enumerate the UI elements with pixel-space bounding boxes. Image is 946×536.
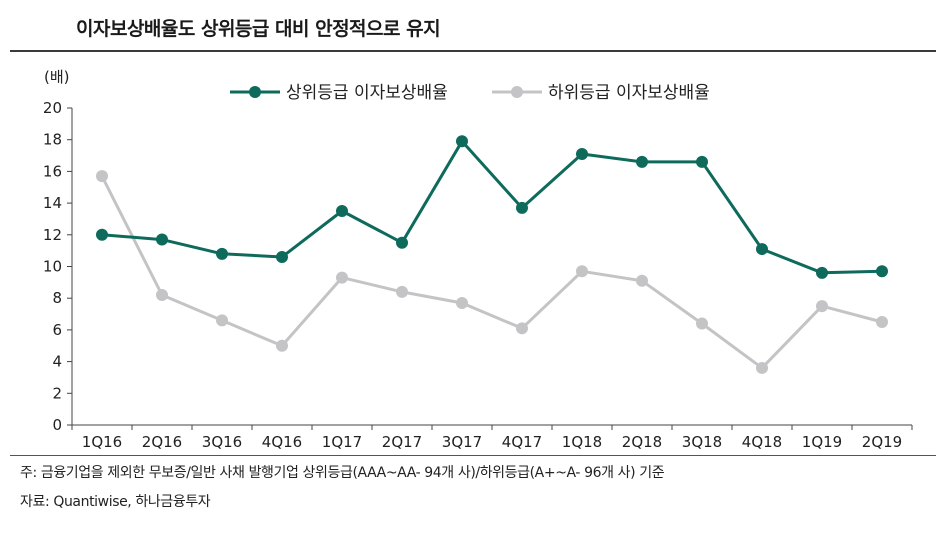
footer-divider (10, 455, 936, 456)
legend-marker (511, 86, 523, 98)
chart-legend: 상위등급 이자보상배율 하위등급 이자보상배율 (230, 83, 710, 103)
data-point (756, 243, 768, 256)
x-tick-label: 2Q17 (382, 433, 422, 451)
x-tick-label: 2Q19 (862, 433, 902, 451)
y-tick-label: 8 (52, 289, 62, 307)
line-chart: 0 2 4 6 8 10 12 14 16 18 20 1Q16 2Q16 3Q16 4Q16 1Q17 2Q1… (43, 68, 913, 451)
x-tick-label: 4Q17 (502, 433, 542, 451)
x-tick-label: 1Q16 (82, 433, 122, 451)
data-point (336, 271, 348, 284)
data-point (756, 361, 768, 374)
x-tick-label: 3Q18 (682, 433, 722, 451)
title-divider (10, 50, 936, 52)
data-point (456, 296, 468, 309)
chart-tick-labels: 0 2 4 6 8 10 12 14 16 18 20 1Q16 2Q16 3Q16 4Q16 1Q17 2Q1… (43, 99, 902, 451)
x-tick-label: 4Q16 (262, 433, 302, 451)
series-line (101, 139, 883, 275)
data-point (516, 201, 528, 214)
x-tick-label: 1Q18 (562, 433, 602, 451)
chart-source: 자료: Quantiwise, 하나금융투자 (20, 494, 211, 510)
data-point (876, 315, 888, 328)
x-tick-label: 1Q17 (322, 433, 362, 451)
chart-axes (67, 107, 913, 430)
legend-label: 하위등급 이자보상배율 (548, 83, 710, 103)
legend-marker (249, 86, 261, 98)
data-point (216, 247, 228, 260)
data-point (516, 322, 528, 335)
data-point (876, 265, 888, 278)
data-point (636, 155, 648, 168)
x-tick-label: 3Q16 (202, 433, 242, 451)
data-point (276, 250, 288, 263)
data-point (336, 205, 348, 218)
x-tick-label: 2Q16 (142, 433, 182, 451)
series-line (100, 175, 883, 370)
y-tick-label: 20 (43, 99, 62, 117)
data-point (456, 135, 468, 148)
y-tick-label: 12 (43, 226, 62, 244)
data-point (156, 233, 168, 246)
y-tick-label: 16 (43, 162, 62, 180)
x-tick-label: 1Q19 (802, 433, 842, 451)
data-point (696, 155, 708, 168)
data-point (576, 147, 588, 160)
chart-series (96, 135, 888, 374)
data-point (816, 300, 828, 313)
legend-label: 상위등급 이자보상배율 (286, 83, 448, 103)
y-axis-unit-label: (배) (44, 68, 70, 86)
data-point (396, 285, 408, 298)
x-tick-label: 4Q18 (742, 433, 782, 451)
data-point (216, 314, 228, 327)
data-point (396, 236, 408, 249)
data-point (816, 266, 828, 279)
page-title: 이자보상배율도 상위등급 대비 안정적으로 유지 (76, 18, 441, 40)
data-point (96, 170, 108, 183)
y-tick-label: 2 (52, 384, 62, 402)
data-point (576, 265, 588, 278)
x-tick-label: 2Q18 (622, 433, 662, 451)
data-point (636, 274, 648, 287)
chart-footnote: 주: 금융기업을 제외한 무보증/일반 사채 발행기업 상위등급(AAA~AA-… (20, 465, 665, 481)
data-point (96, 228, 108, 241)
data-point (276, 339, 288, 352)
y-tick-label: 4 (52, 353, 62, 371)
y-tick-label: 0 (52, 416, 62, 434)
data-point (156, 289, 168, 302)
y-tick-label: 18 (43, 131, 62, 149)
y-tick-label: 6 (52, 321, 62, 339)
y-tick-label: 10 (43, 258, 62, 276)
x-tick-label: 3Q17 (442, 433, 482, 451)
data-point (696, 317, 708, 330)
y-tick-label: 14 (43, 194, 62, 212)
